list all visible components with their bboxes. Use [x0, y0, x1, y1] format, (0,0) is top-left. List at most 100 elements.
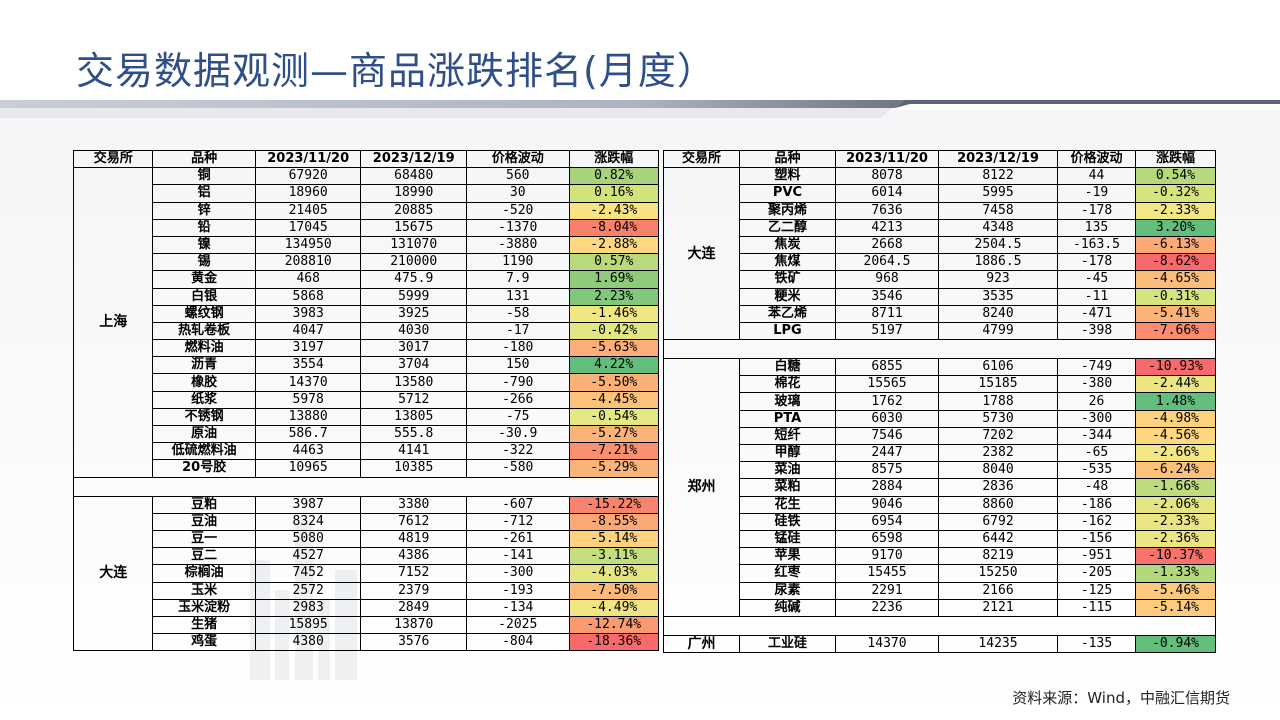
- price-start-cell: 4463: [254, 442, 362, 461]
- price-start-cell: 5868: [254, 287, 362, 306]
- price-end-cell: 131070: [360, 235, 467, 255]
- variety-cell: LPG: [739, 321, 836, 341]
- header-date-2: 2023/12/19: [360, 149, 467, 169]
- variety-cell: 铝: [152, 184, 256, 203]
- table-row: 生猪 15895 13870 -2025 -12.74%: [74, 615, 659, 635]
- pct-change-cell: 1.69%: [568, 270, 659, 289]
- variety-cell: 锌: [152, 201, 256, 220]
- pct-change-cell: -5.14%: [1135, 598, 1216, 617]
- price-start-cell: 1762: [835, 392, 939, 411]
- price-end-cell: 3704: [360, 356, 467, 375]
- price-end-cell: 210000: [360, 253, 467, 272]
- price-start-cell: 17045: [254, 218, 362, 237]
- price-start-cell: 10965: [254, 459, 362, 478]
- pct-change-cell: -0.42%: [568, 321, 659, 341]
- variety-cell: 纯碱: [739, 598, 836, 617]
- table-row: 铅 17045 15675 -1370 -8.04%: [74, 218, 659, 237]
- price-end-cell: 8240: [938, 304, 1058, 323]
- price-start-cell: 3546: [835, 287, 939, 306]
- price-end-cell: 4030: [360, 321, 467, 341]
- price-change-cell: -380: [1057, 375, 1136, 394]
- variety-cell: 花生: [739, 495, 836, 514]
- variety-cell: 白糖: [739, 358, 836, 377]
- price-change-cell: -115: [1057, 598, 1136, 617]
- group-separator: [73, 476, 659, 497]
- group-separator-row: [663, 339, 1216, 360]
- price-end-cell: 6442: [938, 529, 1058, 549]
- variety-cell: 工业硅: [739, 634, 836, 654]
- price-start-cell: 5080: [254, 529, 362, 549]
- pct-change-cell: 4.22%: [568, 356, 659, 375]
- price-start-cell: 3197: [254, 339, 362, 358]
- price-end-cell: 4141: [360, 442, 467, 461]
- table-row: 鸡蛋 4380 3576 -804 -18.36%: [74, 633, 659, 652]
- price-start-cell: 208810: [254, 253, 362, 272]
- price-change-cell: -322: [465, 442, 570, 461]
- header-date-1: 2023/11/20: [835, 149, 939, 169]
- table-row: 棉花 15565 15185 -380 -2.44%: [664, 375, 1216, 394]
- table-row: 螺纹钢 3983 3925 -58 -1.46%: [74, 304, 659, 323]
- price-change-cell: -712: [465, 512, 570, 531]
- price-end-cell: 15675: [360, 218, 467, 237]
- price-start-cell: 2668: [835, 235, 939, 255]
- table-row: 玉米淀粉 2983 2849 -134 -4.49%: [74, 598, 659, 617]
- table-row: 广州 工业硅 14370 14235 -135 -0.94%: [663, 634, 1216, 654]
- variety-cell: 菜粕: [739, 478, 836, 497]
- variety-cell: 乙二醇: [739, 218, 836, 237]
- price-start-cell: 5197: [835, 321, 939, 341]
- pct-change-cell: -10.37%: [1135, 547, 1216, 566]
- pct-change-cell: -2.36%: [1135, 529, 1216, 549]
- price-end-cell: 3380: [360, 495, 467, 514]
- price-start-cell: 2064.5: [835, 253, 939, 272]
- right-header-row: 交易所 品种 2023/11/20 2023/12/19 价格波动 涨跌幅: [663, 149, 1216, 169]
- price-start-cell: 7546: [835, 426, 939, 446]
- header-pct-change: 涨跌幅: [568, 149, 659, 169]
- variety-cell: 原油: [152, 424, 256, 444]
- pct-change-cell: -4.65%: [1135, 270, 1216, 289]
- price-change-cell: -790: [465, 373, 570, 392]
- price-change-cell: -300: [1057, 409, 1136, 428]
- table-row: 豆一 5080 4819 -261 -5.14%: [74, 529, 659, 549]
- price-change-cell: -17: [465, 321, 570, 341]
- variety-cell: 棕榈油: [152, 564, 256, 583]
- pct-change-cell: -2.33%: [1135, 201, 1216, 220]
- table-row: 菜油 8575 8040 -535 -6.24%: [664, 461, 1216, 480]
- page-title: 交易数据观测—商品涨跌排名(月度）: [76, 49, 716, 93]
- table-row: 乙二醇 4213 4348 135 3.20%: [664, 218, 1216, 237]
- price-change-cell: -30.9: [465, 424, 570, 444]
- price-change-cell: 135: [1057, 218, 1136, 237]
- header-pct-change: 涨跌幅: [1135, 149, 1216, 169]
- table-row: 苹果 9170 8219 -951 -10.37%: [664, 547, 1216, 566]
- pct-change-cell: -6.13%: [1135, 235, 1216, 255]
- price-start-cell: 8324: [254, 512, 362, 531]
- variety-cell: 聚丙烯: [739, 201, 836, 220]
- pct-change-cell: -8.04%: [568, 218, 659, 237]
- price-start-cell: 3554: [254, 356, 362, 375]
- price-start-cell: 134950: [254, 235, 362, 255]
- price-change-cell: -58: [465, 304, 570, 323]
- price-change-cell: -75: [465, 407, 570, 427]
- pct-change-cell: -7.50%: [568, 581, 659, 600]
- right-commodity-table: 交易所 品种 2023/11/20 2023/12/19 价格波动 涨跌幅 大连…: [663, 149, 1216, 654]
- variety-cell: 燃料油: [152, 339, 256, 358]
- variety-cell: 黄金: [152, 270, 256, 289]
- price-start-cell: 3983: [254, 304, 362, 323]
- price-start-cell: 3987: [254, 495, 362, 514]
- pct-change-cell: -2.43%: [568, 201, 659, 220]
- table-row: 锌 21405 20885 -520 -2.43%: [74, 201, 659, 220]
- pct-change-cell: -0.31%: [1135, 287, 1216, 306]
- table-row: 20号胶 10965 10385 -580 -5.29%: [74, 459, 659, 478]
- table-row: 花生 9046 8860 -186 -2.06%: [664, 495, 1216, 514]
- price-start-cell: 15895: [254, 615, 362, 635]
- price-change-cell: -180: [465, 339, 570, 358]
- price-end-cell: 6106: [938, 358, 1058, 377]
- variety-cell: 沥青: [152, 356, 256, 375]
- price-start-cell: 8078: [835, 167, 939, 186]
- price-change-cell: 7.9: [465, 270, 570, 289]
- table-row: 低硫燃料油 4463 4141 -322 -7.21%: [74, 442, 659, 461]
- table-row: 铝 18960 18990 30 0.16%: [74, 184, 659, 203]
- table-row: 燃料油 3197 3017 -180 -5.63%: [74, 339, 659, 358]
- table-row: 聚丙烯 7636 7458 -178 -2.33%: [664, 201, 1216, 220]
- variety-cell: 玉米淀粉: [152, 598, 256, 617]
- table-row: 不锈钢 13880 13805 -75 -0.54%: [74, 407, 659, 427]
